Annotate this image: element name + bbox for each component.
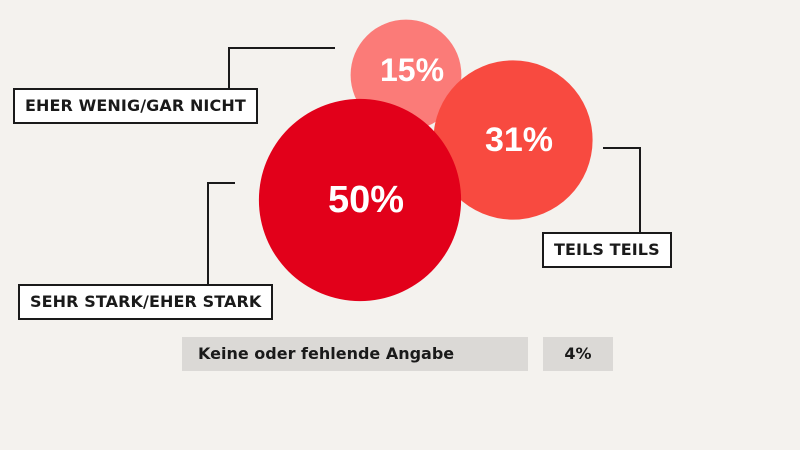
connector-sehr-stark — [207, 182, 235, 284]
category-label-eher-wenig: EHER WENIG/GAR NICHT — [13, 88, 258, 124]
category-label-teils-teils: TEILS TEILS — [542, 232, 672, 268]
bubble-teils-teils — [433, 60, 593, 220]
value-label-eher-wenig: 15% — [380, 52, 444, 88]
value-label-teils-teils: 31% — [485, 121, 553, 159]
missing-answer-label: Keine oder fehlende Angabe — [182, 337, 528, 371]
connector-eher-wenig — [228, 47, 335, 88]
category-label-sehr-stark: SEHR STARK/EHER STARK — [18, 284, 274, 320]
bubble-sehr-stark — [258, 98, 462, 302]
connector-teils-teils — [603, 147, 641, 232]
value-label-sehr-stark: 50% — [328, 179, 404, 221]
missing-answer-value: 4% — [543, 337, 613, 371]
